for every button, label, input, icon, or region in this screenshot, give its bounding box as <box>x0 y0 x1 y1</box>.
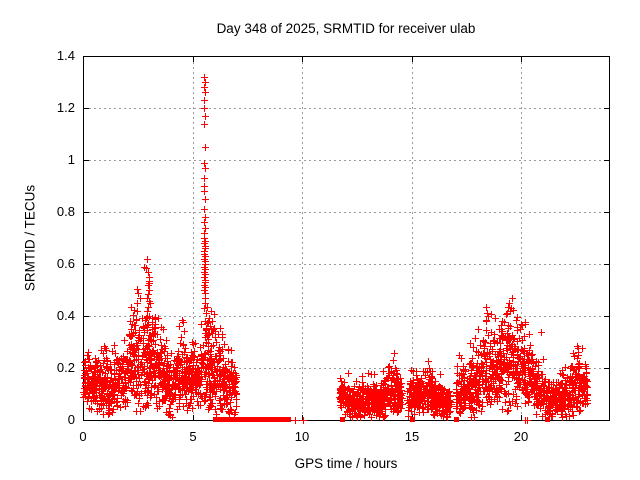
x-tick-label: 5 <box>189 429 197 444</box>
scatter-points <box>80 74 591 424</box>
y-tick-label: 0.8 <box>56 204 75 219</box>
x-tick-label: 10 <box>294 429 310 444</box>
y-tick-label: 0.4 <box>56 308 75 323</box>
y-tick-label: 0 <box>67 412 75 427</box>
plot-border <box>83 56 610 421</box>
zero-value-markers <box>213 417 550 422</box>
y-tick-label: 0.2 <box>56 360 75 375</box>
y-tick-label: 0.6 <box>56 256 75 271</box>
y-tick-label: 1.2 <box>56 100 75 115</box>
x-tick-label: 15 <box>404 429 420 444</box>
y-tick-label: 1 <box>67 152 75 167</box>
gridlines <box>84 57 608 419</box>
axis-tick-marks <box>83 56 609 421</box>
y-tick-label: 1.4 <box>56 48 75 63</box>
x-tick-label: 0 <box>79 429 87 444</box>
chart-title: Day 348 of 2025, SRMTID for receiver ula… <box>216 21 476 36</box>
x-axis-label: GPS time / hours <box>294 456 398 471</box>
x-tick-label: 20 <box>513 429 529 444</box>
